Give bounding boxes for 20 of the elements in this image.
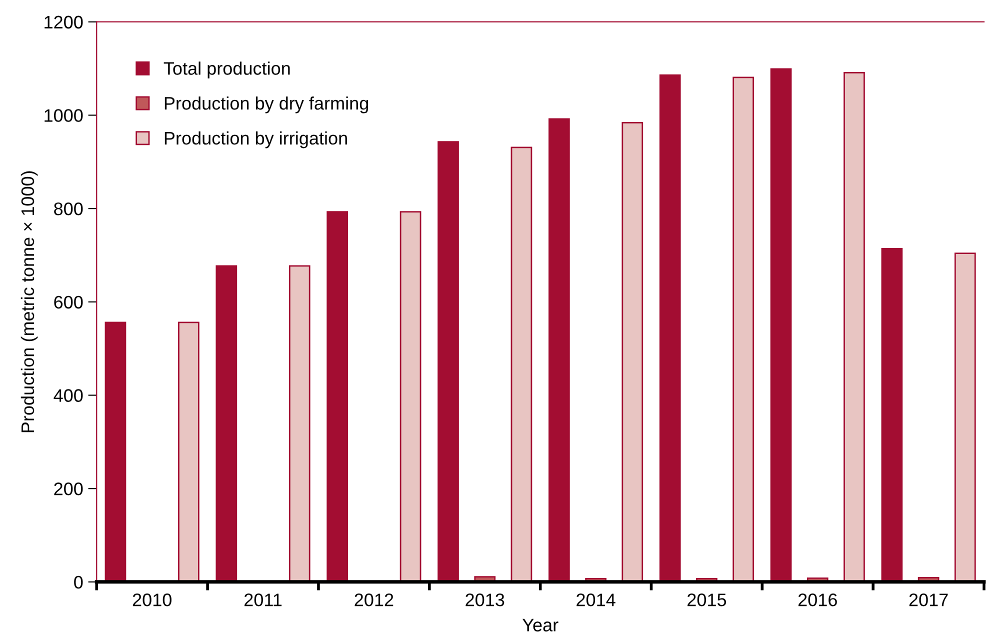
- legend-label: Total production: [164, 62, 290, 78]
- x-tick-label: 2015: [688, 594, 726, 606]
- legend-label: Production by irrigation: [164, 131, 347, 148]
- x-tick-label: 2014: [576, 594, 616, 606]
- y-tick-label: 1200: [44, 16, 83, 29]
- y-tick-label: 600: [54, 296, 83, 309]
- y-axis-title: Production (metric tonne × 1000): [20, 171, 38, 432]
- x-tick-label: 2016: [798, 594, 837, 606]
- y-tick-label: 400: [54, 389, 83, 402]
- y-tick-label: 0: [74, 576, 83, 589]
- x-tick-label: 2017: [909, 594, 948, 606]
- x-tick-label: 2012: [354, 594, 394, 606]
- x-tick-label: 2011: [244, 594, 282, 606]
- x-tick-label: 2013: [466, 594, 504, 606]
- y-tick-label: 200: [54, 482, 83, 496]
- x-tick-label: 2010: [132, 594, 172, 606]
- y-tick-label: 800: [54, 202, 83, 216]
- y-tick-label: 1000: [44, 109, 83, 122]
- x-axis-title: Year: [522, 618, 558, 632]
- legend-label: Production by dry farming: [164, 96, 368, 114]
